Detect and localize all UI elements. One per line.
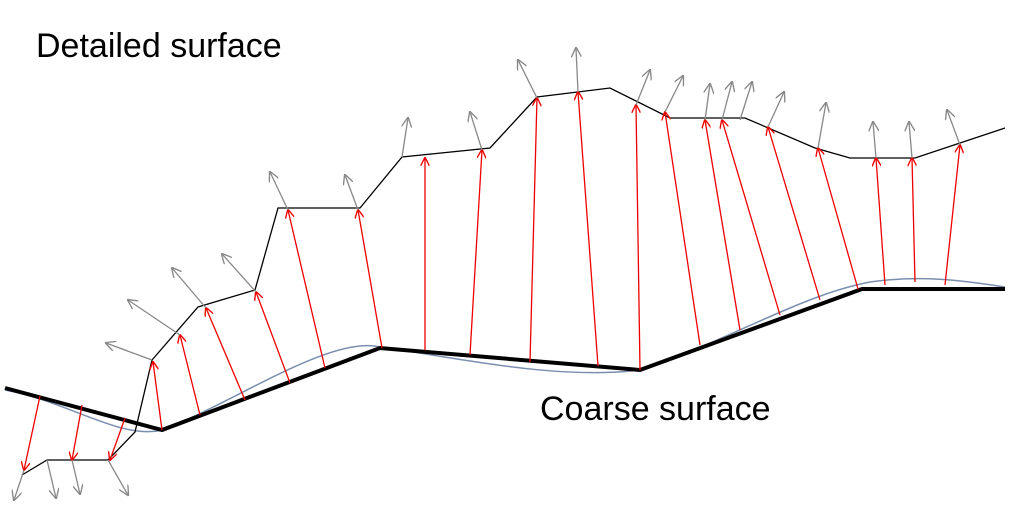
normal-arrow [576,48,578,93]
detailed-surface [21,87,1006,476]
offset-arrow [944,145,960,286]
normal-arrow [14,469,25,500]
normal-arrow [873,122,876,159]
offset-arrow [256,292,291,384]
coarse-label: Coarse surface [540,390,771,428]
coarse-surface [4,287,1005,433]
offset-arrow [818,148,859,290]
normal-arrow [635,70,650,106]
normal-arrow [817,103,826,149]
normal-arrow [518,60,538,99]
offset-arrow [768,127,821,301]
offset-arrow [180,335,201,416]
offset-arrow [529,98,537,363]
offset-arrow [705,120,741,331]
offset-arrow [876,158,886,286]
smooth-surface [4,277,1006,433]
offset-arrow [578,92,599,367]
normal-arrow [401,118,408,158]
normal-arrow [664,76,683,113]
normal-arrow [172,268,207,309]
offset-arrow [153,362,163,431]
offset-arrow [636,105,640,371]
offset-arrow [110,417,126,460]
normal-arrow [947,110,961,146]
normal-arrow [721,82,732,121]
normal-arrow [909,122,912,159]
offset-arrow [722,120,781,316]
offset-arrow [288,210,326,369]
detailed-label: Detailed surface [36,27,282,65]
offset-arrow [24,395,41,470]
arrows [14,48,960,500]
normal-arrow [107,459,128,495]
offset-arrow [469,150,482,356]
normal-arrow [46,459,56,498]
normal-arrow [128,300,181,336]
normal-arrow [705,84,710,121]
normal-arrow [270,172,289,211]
normal-arrow [222,254,257,293]
offset-arrow [358,210,383,349]
offset-arrow [912,158,915,283]
normal-arrow [71,459,80,494]
normal-arrow [106,343,153,361]
normal-arrow [767,92,784,128]
normal-arrow [345,175,359,211]
offset-arrow [72,404,83,460]
normal-arrow [739,82,752,121]
normal-arrow [470,112,483,151]
offset-arrow [206,308,246,401]
offset-arrow [665,112,701,346]
